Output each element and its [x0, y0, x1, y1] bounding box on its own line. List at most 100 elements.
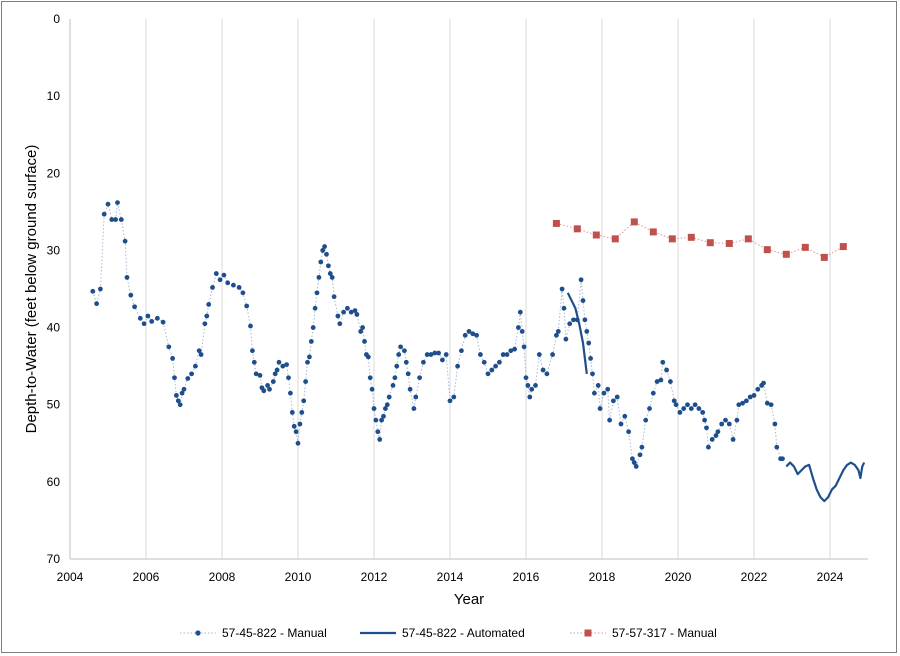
series-1-point [293, 429, 299, 435]
series-1-point [555, 329, 561, 334]
x-tick-label: 2020 [665, 570, 692, 584]
series-3-point [592, 231, 600, 239]
series-1-point [367, 375, 373, 381]
series-1-point [272, 371, 278, 377]
legend-item-2: 57-45-822 - Automated [360, 626, 525, 640]
series-1-point [261, 388, 267, 394]
series-1-point [582, 317, 588, 323]
series-1-point [390, 383, 396, 388]
series-1-point [470, 331, 476, 337]
series-1-point [236, 285, 242, 290]
series-1-point [688, 406, 694, 411]
series-1-point [324, 251, 329, 257]
series-1-point [386, 394, 392, 400]
series-1-point [630, 456, 635, 462]
series-1-point [377, 437, 383, 442]
series-1-point [700, 410, 706, 415]
series-1-point [726, 421, 732, 427]
y-tick-label: 60 [47, 475, 61, 489]
x-tick-label: 2014 [437, 570, 464, 584]
series-1-point [398, 344, 403, 350]
series-1-point [322, 244, 327, 249]
legend-item-1: 57-45-822 - Manual [180, 626, 327, 640]
series-1-point [137, 315, 143, 321]
series-1-point [521, 344, 527, 350]
series-1-point [392, 375, 398, 381]
series-1-connector [92, 202, 783, 468]
series-1-point [177, 402, 183, 408]
series-1-point [540, 367, 546, 373]
series-1-point [113, 217, 118, 222]
series-3-point [801, 243, 809, 251]
series-3-point [744, 235, 752, 243]
series-1-point [428, 352, 434, 357]
x-axis-title: Year [454, 591, 484, 608]
series-1-point [504, 352, 510, 357]
series-1-point [394, 363, 400, 369]
y-tick-label: 0 [53, 12, 60, 26]
series-3-point [649, 228, 657, 236]
series-1-point [170, 356, 176, 361]
series-1-point [329, 275, 335, 280]
legend-label: 57-45-822 - Automated [402, 626, 525, 640]
series-1-point [607, 417, 612, 423]
y-tick-label: 40 [47, 321, 61, 335]
series-1-point [251, 359, 257, 365]
series-1-point [411, 406, 417, 411]
legend-item-3: 57-57-317 - Manual [570, 626, 717, 640]
series-1-point [704, 425, 709, 431]
series-1-point [740, 400, 745, 406]
y-tick-label: 30 [47, 243, 61, 257]
series-1-point [369, 386, 375, 392]
series-3-connector [556, 221, 844, 258]
series-1-point [440, 357, 445, 363]
series-1-point [381, 413, 386, 419]
series-1-point [736, 402, 742, 408]
y-tick-label: 70 [47, 552, 61, 566]
series-1-point [384, 402, 390, 408]
series-1-point [561, 305, 567, 311]
series-1-point [774, 444, 780, 450]
series-1-point [250, 348, 255, 354]
series-1-point [671, 398, 677, 404]
series-1-point [500, 352, 506, 357]
series-1-point [354, 312, 360, 317]
series-1-point [647, 406, 652, 411]
series-1-point [525, 383, 531, 388]
series-1-point [478, 352, 483, 357]
series-1-point [586, 340, 592, 346]
grid-layer [145, 19, 831, 559]
series-layer [90, 200, 866, 503]
series-1-point [327, 271, 333, 276]
series-1-point [257, 373, 263, 378]
x-tick-label: 2016 [513, 570, 540, 584]
series-1-point [225, 280, 231, 286]
series-1-point [413, 394, 419, 400]
series-1-point [631, 460, 637, 465]
series-1-point [512, 346, 517, 352]
series-1-point [289, 410, 295, 415]
series-1-point [115, 200, 120, 206]
x-tick-label: 2012 [361, 570, 388, 584]
series-1-point [358, 329, 364, 334]
series-3-point [706, 239, 714, 247]
series-1-point [768, 402, 774, 408]
series-1-point [352, 308, 358, 313]
series-1-point [122, 238, 128, 244]
series-1-point [274, 367, 280, 373]
series-1-point [101, 211, 107, 217]
series-1-point [198, 352, 204, 357]
series-1-point [744, 398, 749, 404]
y-tick-label: 10 [47, 89, 61, 103]
series-1-point [193, 363, 198, 369]
series-1-point [592, 390, 597, 396]
series-1-point [563, 336, 569, 342]
series-1-point [291, 423, 297, 429]
series-1-point [709, 437, 715, 442]
series-1-point [337, 321, 343, 327]
series-1-point [536, 352, 542, 357]
series-1-point [204, 313, 210, 319]
series-1-point [466, 329, 472, 334]
series-1-point [481, 359, 487, 365]
